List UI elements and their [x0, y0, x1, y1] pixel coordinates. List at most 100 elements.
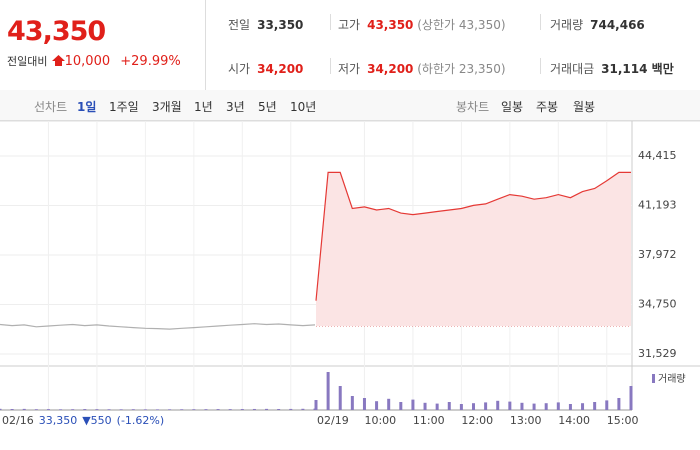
volume-bar: [59, 409, 63, 410]
open-cell: 시가 34,200: [228, 60, 303, 77]
value: 33,350: [257, 18, 304, 32]
candle-tab[interactable]: 일봉: [501, 100, 524, 114]
period-tab[interactable]: 1주일: [109, 100, 139, 114]
x-tick-label: 14:00: [558, 414, 590, 427]
footer-rate: (-1.62%): [117, 414, 165, 427]
volume-bar: [192, 409, 196, 410]
volume-bar: [532, 403, 536, 410]
volume-bar: [301, 408, 305, 410]
low-cell: 저가 34,200 (하한가 23,350): [338, 60, 506, 77]
change-label: 전일대비: [7, 55, 48, 68]
change-row: 전일대비 10,000 +29.99%: [7, 53, 181, 69]
volume-bar: [156, 409, 159, 410]
volume-bar: [617, 398, 621, 410]
volume-bar: [472, 403, 475, 410]
volume-bar: [83, 409, 87, 410]
y-tick-label: 41,193: [638, 199, 677, 212]
period-tab[interactable]: 3년: [226, 100, 245, 114]
volume-bar: [119, 409, 123, 410]
area: [316, 172, 631, 327]
volume-bar: [435, 403, 439, 410]
x-tick-label: 11:00: [413, 414, 445, 427]
volume-bar: [544, 403, 548, 410]
x-tick-label: 10:00: [364, 414, 396, 427]
volume-bar: [605, 400, 609, 410]
footer-info: 02/16 33,350 ▼550 (-1.62%): [2, 414, 164, 427]
volume-bar: [508, 401, 512, 410]
high-cell: 고가 43,350 (상한가 43,350): [338, 16, 506, 33]
volume-bar: [326, 372, 330, 410]
volume-bar: [107, 409, 111, 410]
period-tab[interactable]: 5년: [258, 100, 277, 114]
volume-bar: [34, 409, 38, 410]
volume-bar: [277, 409, 281, 410]
price-box: 43,350 전일대비 10,000 +29.99%: [0, 0, 206, 90]
volume-bar: [399, 402, 403, 410]
period-tab[interactable]: 3개월: [152, 100, 182, 114]
volume-cell: 거래량 744,466: [550, 16, 645, 33]
volume-bar: [423, 402, 427, 410]
candle-tab[interactable]: 주봉: [536, 100, 559, 114]
period-tab[interactable]: 10년: [290, 100, 317, 114]
volume-bar: [46, 409, 50, 410]
volume-bar: [0, 408, 2, 410]
change-rate: +29.99%: [120, 54, 181, 69]
candle-tab[interactable]: 월봉: [573, 100, 596, 114]
y-tick-label: 31,529: [638, 347, 677, 360]
volume-bar: [496, 400, 500, 410]
price-line: [0, 323, 316, 330]
volume-bar: [338, 386, 342, 410]
volume-bar: [629, 386, 633, 410]
volume-bar: [289, 408, 293, 410]
tab-bar: 선차트 봉차트 1일 1주일 3개월 1년 3년 5년 10년 일봉 주봉 월봉: [0, 90, 700, 121]
volume-bar: [350, 396, 354, 410]
period-tab[interactable]: 1년: [194, 100, 213, 114]
volume-bar: [387, 398, 391, 410]
legend-swatch: [652, 374, 655, 383]
sub: (하한가 23,350): [417, 62, 506, 76]
volume-bar: [22, 408, 26, 410]
volume-bar: [459, 404, 463, 410]
volume-bar: [131, 409, 135, 410]
change-value: 10,000: [64, 54, 111, 69]
label: 거래대금: [550, 62, 595, 76]
up-icon: [51, 55, 65, 66]
label: 고가: [338, 18, 361, 32]
volume-bar: [10, 409, 14, 410]
volume-bar: [314, 400, 318, 410]
volume-bar: [581, 403, 585, 410]
value: 34,200: [367, 62, 414, 76]
y-tick-label: 34,750: [638, 298, 677, 311]
x-tick-label: 15:00: [607, 414, 639, 427]
volume-bar: [265, 408, 269, 410]
x-tick-label: 13:00: [510, 414, 542, 427]
x-date-label: 02/19: [317, 414, 349, 427]
label: 시가: [228, 62, 251, 76]
volume-bar: [204, 409, 208, 410]
volume-bar: [411, 399, 415, 410]
current-price: 43,350: [7, 16, 106, 47]
footer-date: 02/16: [2, 414, 34, 427]
candle-label: 봉차트: [456, 100, 490, 114]
volume-bar: [556, 402, 560, 410]
footer-change: ▼550: [82, 414, 111, 427]
volume-bar: [252, 408, 256, 410]
volume-bar: [216, 409, 220, 410]
value: 744,466: [590, 18, 645, 32]
volume-bar: [375, 401, 379, 410]
volume-bar: [484, 402, 488, 410]
volume-bar: [593, 402, 597, 410]
footer-price: 33,350: [39, 414, 78, 427]
volume-bar: [447, 402, 451, 410]
volume-bar: [95, 409, 99, 410]
x-tick-label: 12:00: [461, 414, 493, 427]
period-tab[interactable]: 1일: [77, 100, 97, 114]
volume-bar: [180, 409, 184, 410]
volume-bar: [168, 409, 172, 410]
header: 43,350 전일대비 10,000 +29.99% 전일 33,350 고가 43…: [0, 0, 700, 91]
volume-bar: [568, 404, 572, 410]
value: 34,200: [257, 62, 304, 76]
legend-label: 거래량: [658, 373, 686, 385]
sub: (상한가 43,350): [417, 18, 506, 32]
